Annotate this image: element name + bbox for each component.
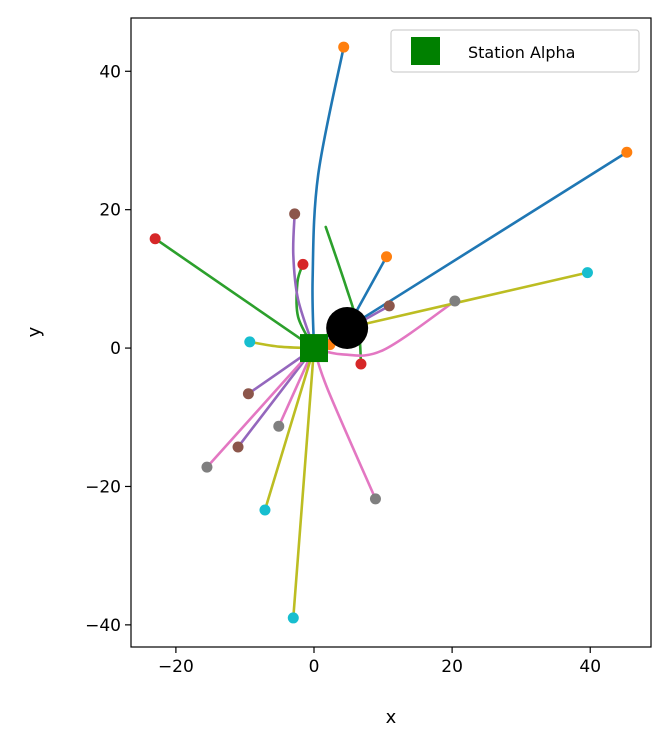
track-line-15 <box>345 271 589 330</box>
plot-marks <box>149 41 633 624</box>
legend-label-station: Station Alpha <box>468 43 575 62</box>
track-endpoint-2 <box>381 251 393 263</box>
track-endpoint-14 <box>201 461 213 473</box>
track-endpoint-1 <box>621 146 633 158</box>
y-tick-label-4: 40 <box>99 62 121 82</box>
y-tick-label-2: 0 <box>110 339 121 359</box>
track-endpoint-17 <box>259 504 271 516</box>
track-line-0 <box>311 45 345 350</box>
track-endpoint-15 <box>581 267 593 279</box>
legend: Station Alpha <box>390 29 640 73</box>
track-endpoint-12 <box>273 420 285 432</box>
track-line-1 <box>345 150 629 330</box>
track-endpoint-8 <box>383 300 395 312</box>
station-alpha-marker <box>300 334 329 363</box>
x-axis-label: x <box>386 707 397 728</box>
track-endpoint-3 <box>149 233 161 245</box>
track-line-18 <box>291 346 316 620</box>
y-axis-label: y <box>24 326 45 337</box>
y-tick-label-0: −40 <box>85 616 121 636</box>
axis-ticks: −20 0 20 40 −40 −20 0 20 40 <box>85 62 601 677</box>
x-tick-label-1: 0 <box>309 657 320 677</box>
track-endpoint-0 <box>338 41 350 53</box>
y-tick-label-3: 20 <box>99 201 121 221</box>
track-endpoint-11 <box>449 295 461 307</box>
track-line-3 <box>153 237 316 350</box>
track-endpoint-5 <box>355 358 367 370</box>
x-tick-label-0: −20 <box>158 657 194 677</box>
track-line-7 <box>291 212 316 350</box>
x-tick-label-3: 40 <box>579 657 601 677</box>
track-line-14 <box>205 346 316 469</box>
legend-marker-station <box>411 37 440 65</box>
axes-frame <box>130 17 652 648</box>
track-line-13 <box>312 346 377 501</box>
x-tick-label-2: 20 <box>441 657 463 677</box>
track-endpoint-18 <box>287 612 299 624</box>
track-endpoint-13 <box>369 493 381 505</box>
track-endpoint-16 <box>244 336 256 348</box>
track-endpoint-7 <box>289 208 301 220</box>
legend-frame <box>390 29 640 73</box>
track-endpoint-9 <box>242 388 254 400</box>
hub-marker <box>326 307 369 350</box>
track-endpoint-4 <box>297 258 309 270</box>
track-endpoint-10 <box>232 441 244 453</box>
y-tick-label-1: −20 <box>85 477 121 497</box>
